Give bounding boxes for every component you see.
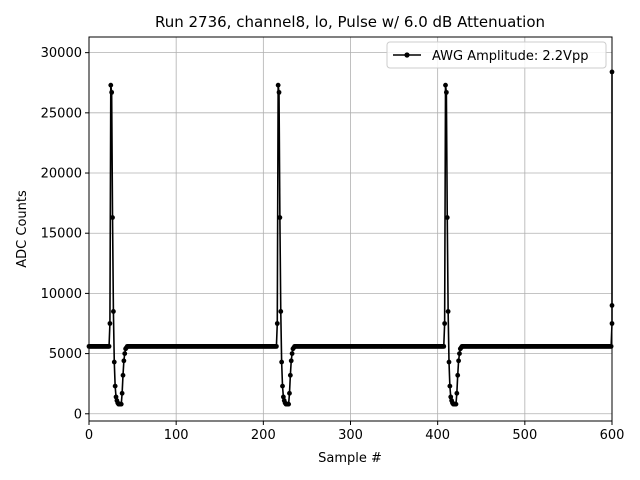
x-axis: 0 100 200 300 400 500 600 [85,421,625,443]
data-point [455,372,461,378]
data-point [288,358,294,364]
data-point [113,394,119,400]
data-point [122,351,128,356]
x-axis-label: Sample # [318,451,382,466]
data-point [118,401,124,407]
data-point [279,359,285,365]
data-point [280,394,286,400]
data-point [274,321,280,326]
y-tick-label: 5000 [49,347,82,362]
y-tick-label: 10000 [41,287,82,302]
x-tick-label: 600 [600,428,625,443]
data-point [277,215,283,220]
data-point [448,394,454,400]
data-point [121,358,127,364]
data-point [442,321,448,326]
data-point [447,383,453,389]
data-point [120,372,126,378]
x-tick-label: 500 [512,428,537,443]
data-point [275,82,281,88]
data-point [443,89,449,95]
data-point [111,309,116,314]
data-point [445,309,451,314]
data-point [289,351,295,356]
data-point [444,215,450,220]
legend-marker-sample [404,52,410,58]
data-point [287,372,293,378]
legend: AWG Amplitude: 2.2Vpp [386,41,607,69]
y-axis-label: ADC Counts [15,190,30,268]
data-point [109,89,115,95]
data-point [443,82,448,88]
legend-entry-label: AWG Amplitude: 2.2Vpp [432,49,588,64]
chart-title: Run 2736, channel8, lo, Pulse w/ 6.0 dB … [155,13,545,31]
data-point [441,343,447,349]
grid-lines [88,37,613,421]
y-tick-label: 30000 [41,46,82,61]
data-point [107,321,113,326]
data-point [454,390,460,396]
y-tick-label: 25000 [41,106,82,121]
data-point [286,401,292,407]
data-point [274,343,279,349]
data-point [457,351,462,356]
data-point [278,309,284,314]
x-tick-label: 200 [251,428,276,443]
series-group [86,69,615,407]
x-tick-label: 0 [85,428,93,443]
data-point [106,343,112,349]
y-axis: 0 5000 10000 15000 20000 25000 30000 [41,46,89,422]
y-tick-label: 0 [74,407,82,422]
legend-box [386,41,607,69]
data-point [110,215,115,220]
data-point [287,390,292,396]
data-point [119,390,125,396]
x-tick-label: 300 [338,428,363,443]
x-tick-label: 400 [425,428,450,443]
data-point [280,383,285,389]
data-point [608,343,614,349]
data-point [453,401,459,407]
data-point [446,359,452,365]
x-tick-label: 100 [164,428,189,443]
y-tick-label: 20000 [41,167,82,182]
data-point [112,383,118,389]
data-point [111,359,117,365]
data-point [108,82,114,88]
data-point [456,358,461,364]
data-point [276,89,282,95]
y-tick-label: 15000 [41,227,82,242]
